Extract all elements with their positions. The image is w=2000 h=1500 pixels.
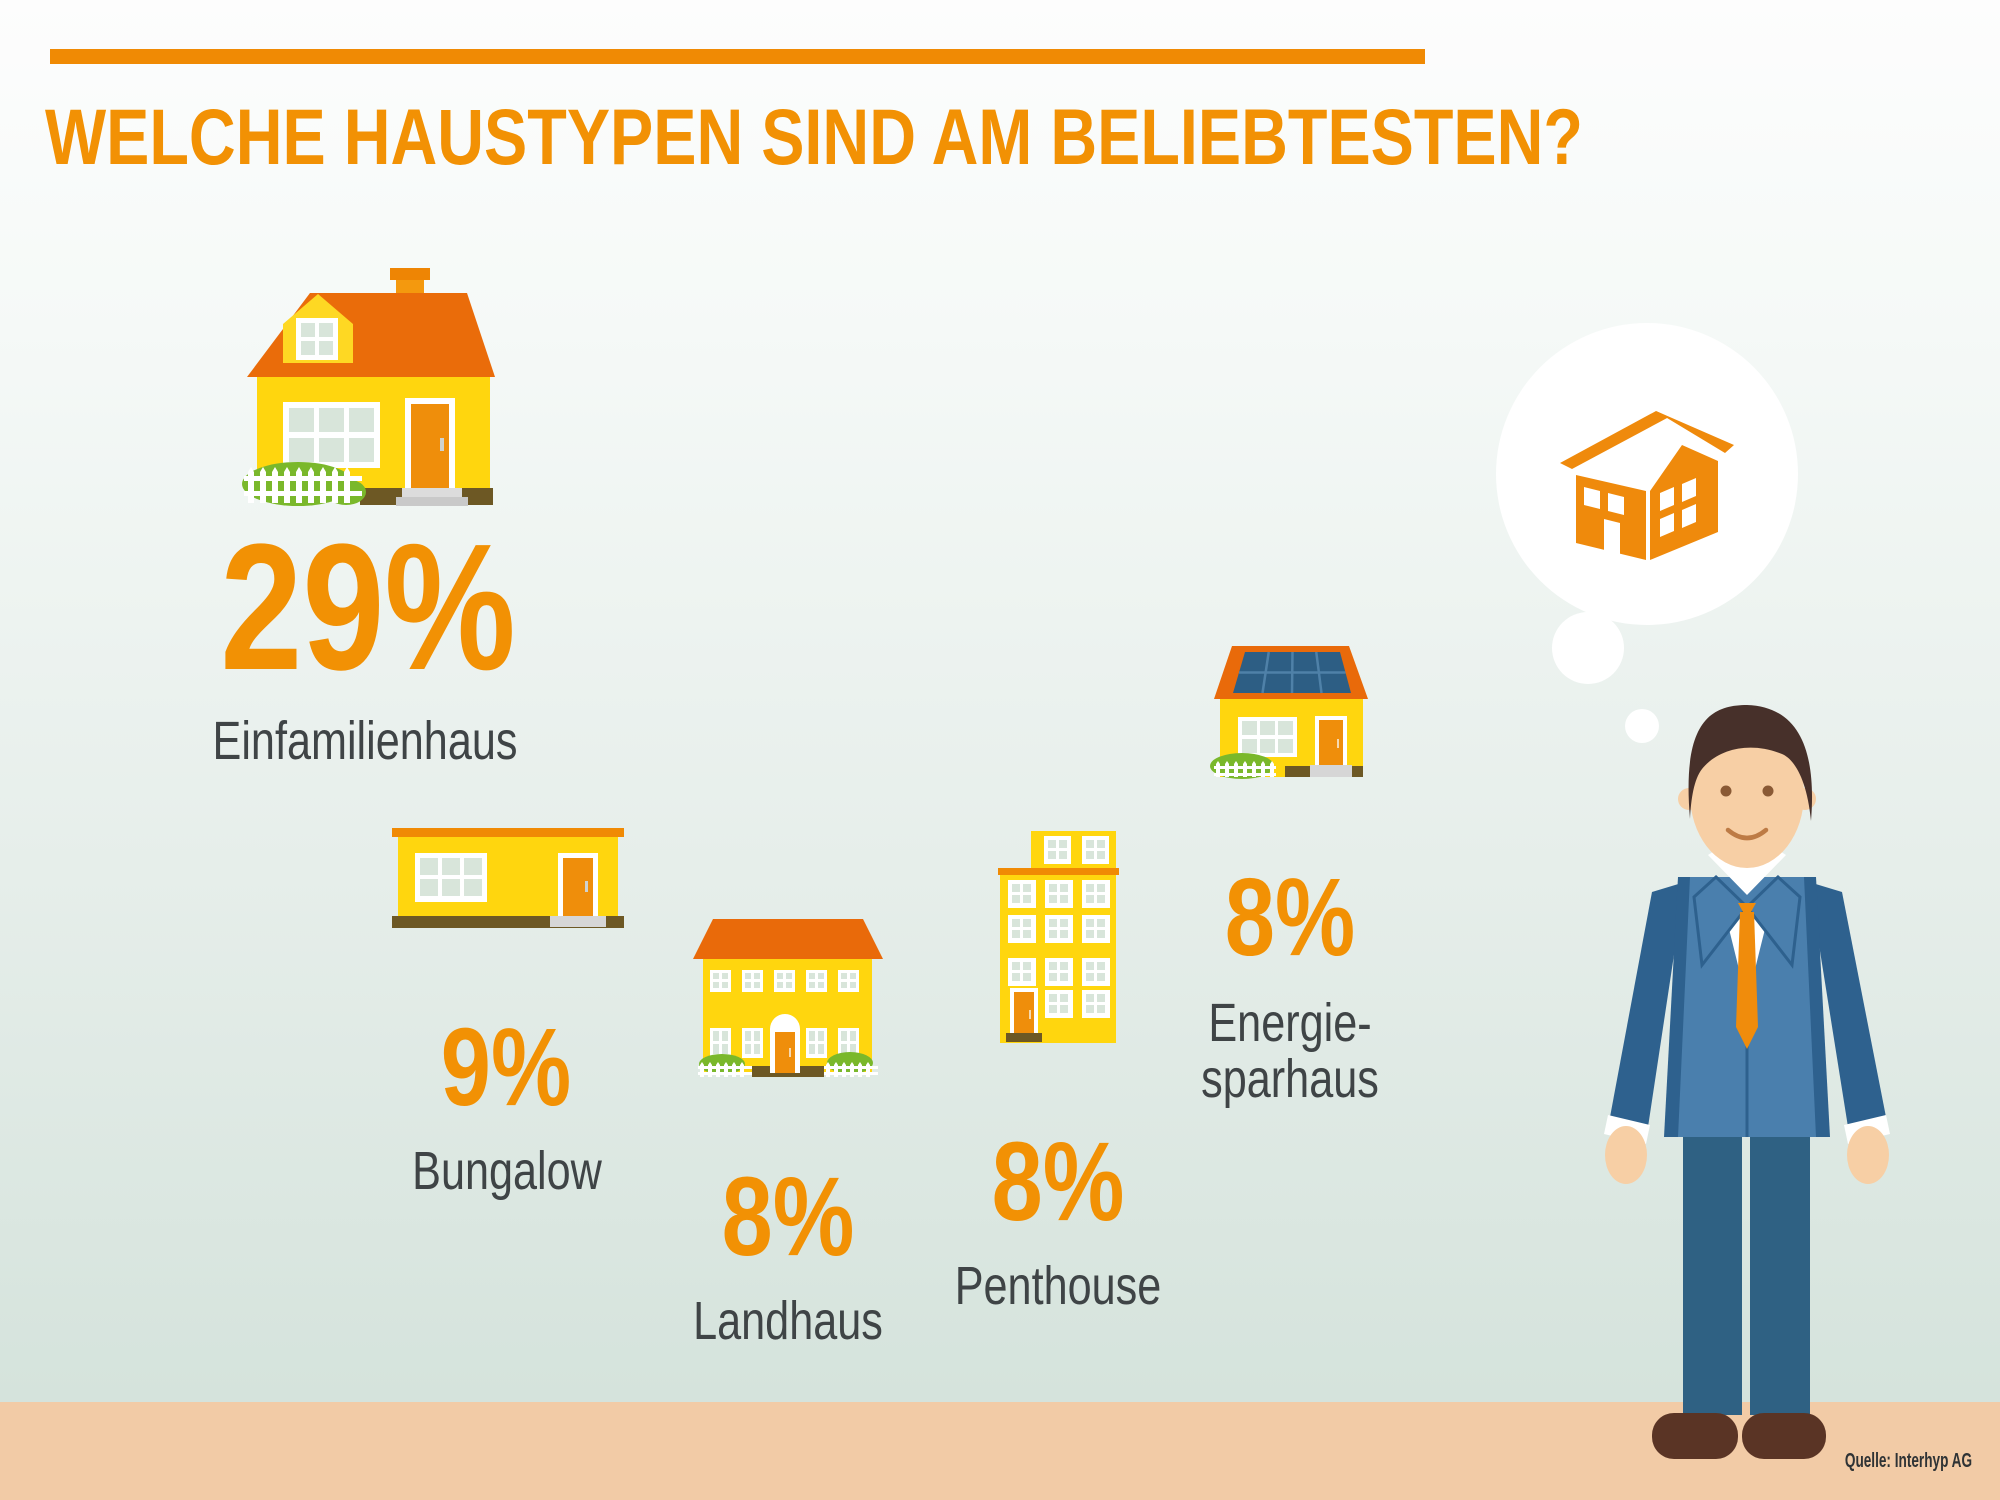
top-windows (1044, 836, 1109, 864)
right-arm (1809, 882, 1886, 1127)
dormer (283, 294, 353, 363)
energiesparhaus-illustration (1210, 646, 1368, 779)
picket-fence (244, 467, 362, 503)
penthouse-value: 8% (991, 1119, 1125, 1244)
house-icon (1560, 411, 1734, 560)
einfamilienhaus-illustration (242, 268, 495, 506)
hair (1688, 705, 1813, 821)
energiesparhaus-value: 8% (1224, 856, 1356, 979)
door (1315, 716, 1347, 767)
window (1238, 717, 1297, 757)
solar-panel-icon (1233, 651, 1351, 694)
tie (1736, 903, 1758, 1049)
roof (693, 919, 883, 959)
penthouse-label: Penthouse (954, 1256, 1162, 1316)
einfamilienhaus-value: 29% (220, 507, 516, 708)
upper-windows (710, 970, 859, 992)
bubble-trail-1 (1552, 612, 1624, 684)
roof (392, 828, 624, 837)
picket-fence (1214, 761, 1276, 777)
source-credit: Quelle: Interhyp AG (1844, 1450, 1972, 1472)
right-lapel (1744, 874, 1802, 969)
left-shoe (1652, 1413, 1738, 1459)
ground-left (1285, 766, 1310, 777)
right-shoe (1742, 1413, 1826, 1459)
energiesparhaus-label-line2: sparhaus (1201, 1049, 1379, 1110)
steps (396, 488, 468, 506)
smile (1725, 827, 1769, 841)
picket-fence-left (698, 1062, 752, 1077)
bubble-trail-2 (1625, 709, 1659, 743)
right-eye (1762, 785, 1774, 797)
lower-windows (710, 1028, 859, 1058)
man-figure (1604, 705, 1890, 1459)
step (1006, 1033, 1042, 1042)
left-hand (1605, 1126, 1647, 1184)
landhaus-value: 8% (721, 1154, 855, 1279)
window (283, 402, 380, 468)
door (770, 1014, 800, 1073)
landhaus-label: Landhaus (693, 1291, 883, 1351)
left-eye (1720, 785, 1732, 797)
step (550, 916, 606, 927)
left-lapel (1692, 874, 1750, 969)
step (1310, 765, 1352, 777)
right-leg (1750, 1127, 1810, 1415)
left-leg (1683, 1127, 1742, 1415)
page-title: WELCHE HAUSTYPEN SIND AM BELIEBTESTEN? (45, 92, 1583, 181)
einfamilienhaus-label: Einfamilienhaus (212, 711, 518, 771)
bungalow-label: Bungalow (412, 1141, 602, 1201)
right-hand (1847, 1126, 1889, 1184)
energiesparhaus-label-line1: Energie- (1208, 993, 1372, 1053)
face (1690, 720, 1804, 868)
door (405, 398, 455, 488)
orange-band (998, 868, 1119, 875)
picket-fence-right (824, 1062, 878, 1077)
window (415, 853, 487, 902)
door (558, 853, 598, 916)
door (1010, 988, 1038, 1035)
window-grid (1008, 880, 1110, 1018)
top-rule (50, 49, 1425, 64)
bungalow-value: 9% (440, 1006, 572, 1129)
thought-bubble (1496, 323, 1798, 743)
bungalow-illustration (392, 828, 624, 928)
penthouse-illustration (998, 831, 1119, 1043)
left-arm (1610, 882, 1685, 1127)
ground-right (1352, 766, 1363, 777)
landhaus-illustration (693, 919, 883, 1077)
